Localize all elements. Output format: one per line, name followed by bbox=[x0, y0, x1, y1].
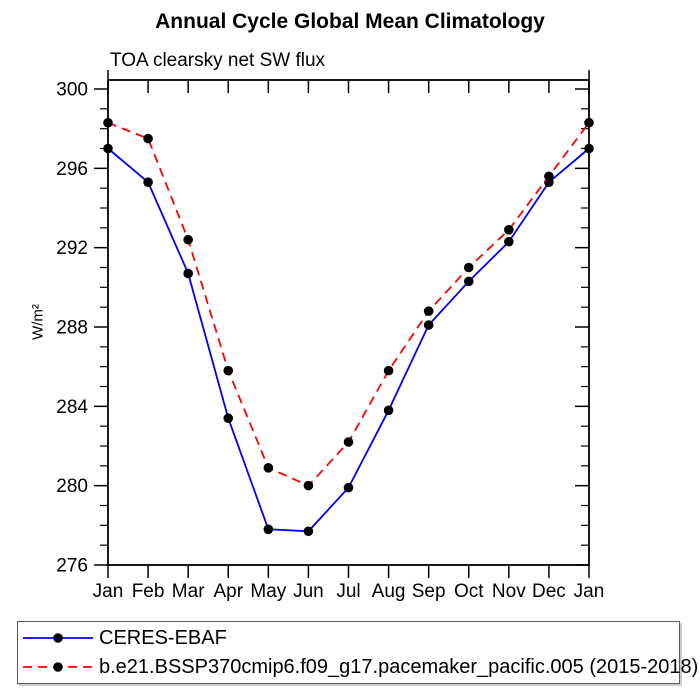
x-tick-label: Mar bbox=[172, 581, 205, 602]
x-tick-label: May bbox=[250, 581, 286, 602]
legend-marker bbox=[53, 662, 63, 672]
legend-item: b.e21.BSSP370cmip6.f09_g17.pacemaker_pac… bbox=[20, 653, 698, 682]
x-tick-label: Nov bbox=[492, 581, 526, 602]
x-tick-label: Oct bbox=[454, 581, 484, 602]
legend: CERES-EBAF b.e21.BSSP370cmip6.f09_g17.pa… bbox=[17, 621, 698, 684]
data-point-marker bbox=[423, 306, 434, 316]
legend-label: CERES-EBAF bbox=[99, 626, 227, 649]
x-tick-label: Jan bbox=[93, 581, 124, 602]
data-point-marker bbox=[183, 234, 193, 245]
y-tick-label: 292 bbox=[56, 238, 88, 259]
data-point-marker bbox=[584, 117, 594, 128]
legend-marker bbox=[53, 633, 63, 643]
legend-label: b.e21.BSSP370cmip6.f09_g17.pacemaker_pac… bbox=[99, 655, 699, 678]
data-point-marker bbox=[504, 225, 514, 235]
series-line-model bbox=[107, 121, 590, 487]
y-tick-label: 300 bbox=[56, 80, 88, 101]
data-point-marker bbox=[303, 526, 314, 537]
data-point-marker bbox=[223, 365, 234, 376]
data-point-marker bbox=[383, 365, 394, 376]
x-tick-label: Dec bbox=[532, 581, 566, 602]
data-point-marker bbox=[343, 482, 354, 493]
data-point-marker bbox=[303, 480, 314, 491]
data-point-marker bbox=[143, 177, 153, 188]
data-point-marker bbox=[143, 133, 153, 144]
data-point-marker bbox=[423, 320, 434, 330]
chart-title: Annual Cycle Global Mean Climatology bbox=[155, 10, 545, 33]
series-line-ceres bbox=[107, 147, 590, 533]
x-tick-label: Jan bbox=[574, 581, 605, 602]
data-point-marker bbox=[504, 236, 514, 247]
x-tick-label: Sep bbox=[412, 581, 446, 602]
data-point-marker bbox=[103, 143, 113, 154]
data-point-marker bbox=[103, 117, 113, 128]
legend-swatch-ceres bbox=[23, 633, 93, 643]
x-tick-label: Apr bbox=[213, 581, 243, 602]
data-point-marker bbox=[383, 405, 394, 416]
x-tick-label: Feb bbox=[132, 581, 165, 602]
data-point-marker bbox=[343, 437, 354, 447]
data-point-marker bbox=[183, 268, 193, 279]
x-tick-label: Aug bbox=[372, 581, 406, 602]
data-point-marker bbox=[463, 262, 474, 273]
data-point-marker bbox=[263, 524, 274, 535]
x-tick-label: Jul bbox=[336, 581, 360, 602]
y-tick-label: 276 bbox=[56, 556, 88, 577]
x-tick-label: Jun bbox=[293, 581, 324, 602]
y-tick-label: 288 bbox=[56, 318, 88, 339]
chart-subtitle: TOA clearsky net SW flux bbox=[110, 50, 326, 71]
data-point-marker bbox=[463, 276, 474, 287]
y-tick-label: 284 bbox=[56, 397, 88, 418]
legend-item: CERES-EBAF bbox=[20, 624, 679, 653]
legend-swatch-model bbox=[23, 662, 93, 672]
y-tick-label: 296 bbox=[56, 159, 88, 180]
data-point-marker bbox=[223, 413, 234, 424]
data-point-marker bbox=[544, 171, 554, 182]
data-point-marker bbox=[584, 143, 594, 154]
y-tick-label: 280 bbox=[56, 476, 88, 497]
data-point-marker bbox=[263, 463, 274, 473]
plot-area: 276 280 284 288 292 296 300 Jan Feb Mar Apr May Jun J… bbox=[56, 70, 605, 602]
